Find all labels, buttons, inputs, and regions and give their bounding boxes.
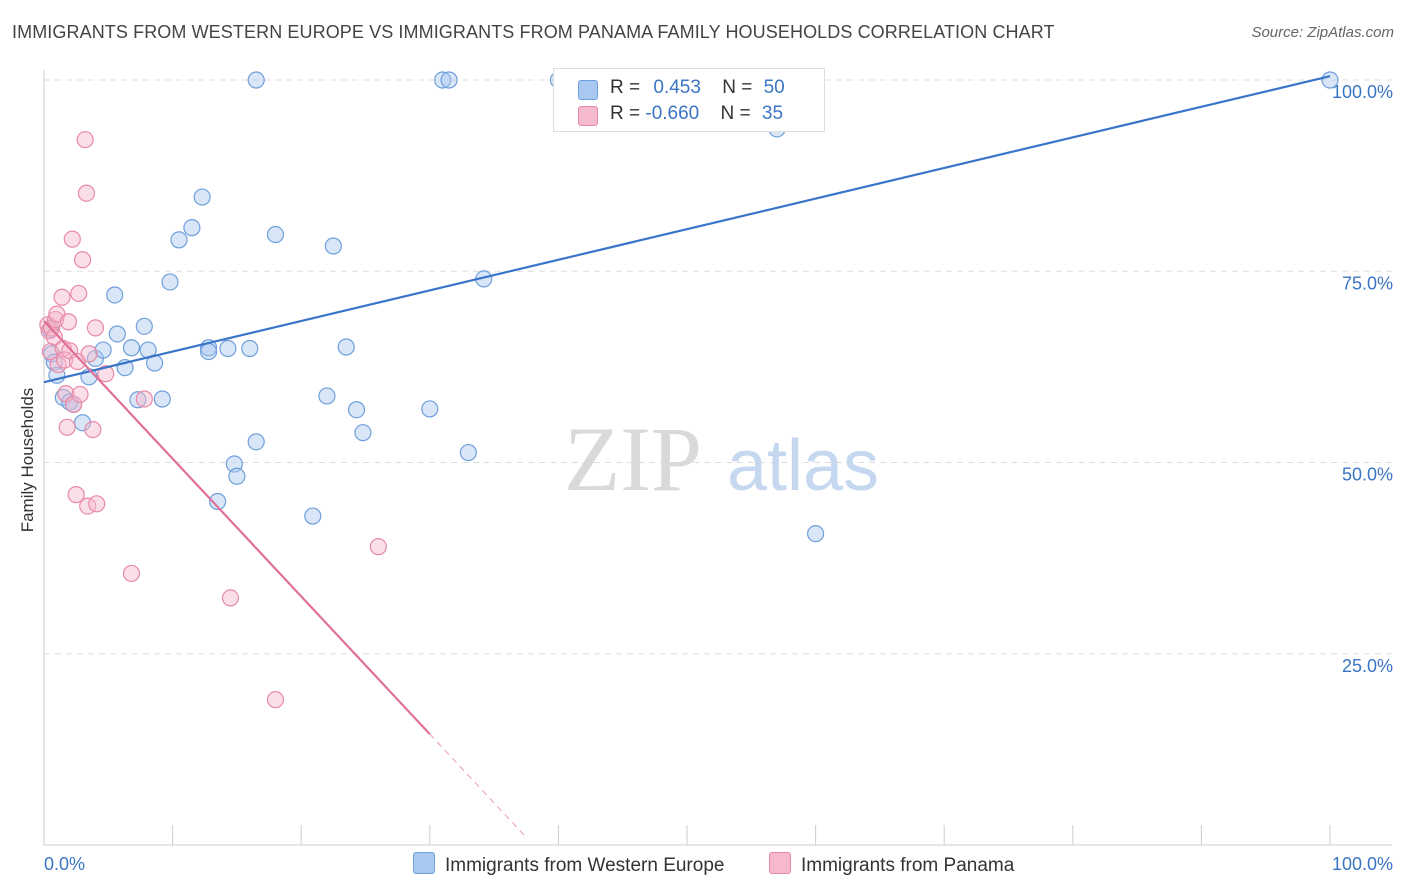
watermark-atlas: atlas bbox=[727, 426, 879, 506]
data-point bbox=[266, 691, 285, 709]
data-point bbox=[337, 338, 355, 356]
data-point bbox=[59, 313, 78, 331]
data-point bbox=[170, 231, 188, 249]
data-point bbox=[434, 71, 452, 89]
data-point bbox=[161, 273, 179, 291]
data-point bbox=[63, 230, 81, 248]
y-tick-label: 100.0% bbox=[1332, 82, 1393, 102]
data-point bbox=[86, 319, 105, 337]
data-point bbox=[129, 391, 147, 409]
data-point bbox=[324, 237, 342, 255]
legend-n-value: 35 bbox=[761, 103, 784, 124]
data-point bbox=[58, 418, 76, 436]
x-tick-label: 100.0% bbox=[1332, 854, 1393, 874]
data-point bbox=[221, 589, 240, 607]
data-point bbox=[71, 385, 89, 404]
axes bbox=[43, 70, 1392, 846]
data-point bbox=[73, 251, 92, 269]
data-point bbox=[266, 225, 285, 244]
data-point bbox=[108, 325, 126, 343]
data-point bbox=[193, 188, 211, 206]
data-point bbox=[67, 486, 85, 504]
legend-swatch-western-europe bbox=[413, 852, 435, 874]
legend-swatch-panama bbox=[769, 852, 791, 874]
stats-legend: R = 0.453 N = 50 R = -0.660 N = 35 bbox=[553, 68, 825, 132]
data-point bbox=[200, 342, 218, 361]
tick-labels: 25.0% 50.0% 75.0% 100.0% 0.0% 100.0% bbox=[44, 82, 1393, 874]
legend-r-label: R = bbox=[610, 77, 646, 98]
trend-line bbox=[43, 75, 1331, 384]
data-point bbox=[440, 71, 458, 89]
data-point bbox=[228, 467, 246, 485]
data-point bbox=[55, 351, 74, 369]
data-point bbox=[94, 341, 112, 359]
data-point bbox=[304, 507, 322, 525]
watermark-zip: ZIP bbox=[564, 408, 702, 510]
data-point bbox=[806, 525, 825, 543]
data-point bbox=[183, 219, 201, 237]
legend-r-value: -0.660 bbox=[645, 103, 700, 124]
legend-r-value: 0.453 bbox=[653, 77, 701, 98]
data-point bbox=[106, 286, 124, 304]
data-point bbox=[122, 339, 141, 357]
watermark: ZIP atlas bbox=[564, 408, 879, 510]
data-point bbox=[135, 390, 153, 408]
legend-item-panama: Immigrants from Panama bbox=[769, 852, 1014, 877]
data-point bbox=[459, 443, 477, 462]
trend-line bbox=[43, 320, 431, 735]
data-point bbox=[1321, 71, 1339, 89]
data-point bbox=[153, 390, 171, 408]
y-tick-label: 50.0% bbox=[1342, 465, 1393, 485]
source-label: Source: ZipAtlas.com bbox=[1251, 24, 1394, 41]
data-point bbox=[73, 414, 92, 432]
grid-lines bbox=[44, 79, 1392, 655]
legend-swatch-pink bbox=[578, 106, 598, 126]
data-point bbox=[84, 421, 102, 439]
y-tick-label: 25.0% bbox=[1342, 656, 1393, 676]
y-tick-label: 75.0% bbox=[1342, 273, 1393, 293]
legend-n-value: 50 bbox=[763, 77, 785, 98]
x-tick-label: 0.0% bbox=[44, 854, 85, 874]
legend-n-label: N = bbox=[720, 103, 756, 124]
data-point bbox=[354, 424, 372, 442]
data-point bbox=[122, 564, 141, 583]
data-point bbox=[45, 328, 63, 346]
data-point bbox=[76, 131, 94, 149]
trend-lines bbox=[43, 75, 1331, 838]
legend-r-label: R = bbox=[610, 103, 646, 124]
data-point bbox=[421, 400, 439, 418]
legend-label-panama: Immigrants from Panama bbox=[801, 855, 1015, 876]
legend-label-western-europe: Immigrants from Western Europe bbox=[445, 855, 725, 876]
data-point bbox=[369, 538, 387, 556]
data-point bbox=[97, 365, 115, 383]
legend-swatch-blue bbox=[578, 80, 598, 100]
chart-title: IMMIGRANTS FROM WESTERN EUROPE VS IMMIGR… bbox=[12, 22, 1055, 42]
data-point bbox=[347, 401, 366, 419]
data-point bbox=[247, 433, 265, 451]
data-point bbox=[64, 395, 83, 413]
data-point bbox=[135, 317, 153, 335]
data-point bbox=[80, 345, 98, 363]
data-point bbox=[241, 339, 259, 358]
data-point bbox=[219, 339, 237, 358]
data-point bbox=[247, 71, 265, 89]
data-point bbox=[70, 284, 88, 303]
data-point bbox=[77, 184, 96, 202]
trend-line-extension bbox=[429, 733, 527, 838]
data-point bbox=[209, 492, 227, 511]
legend-item-western-europe: Immigrants from Western Europe bbox=[413, 852, 724, 877]
legend-n-label: N = bbox=[722, 77, 758, 98]
data-point bbox=[88, 495, 106, 513]
series-panama bbox=[39, 131, 387, 709]
data-point bbox=[53, 288, 71, 306]
data-point bbox=[318, 387, 336, 405]
